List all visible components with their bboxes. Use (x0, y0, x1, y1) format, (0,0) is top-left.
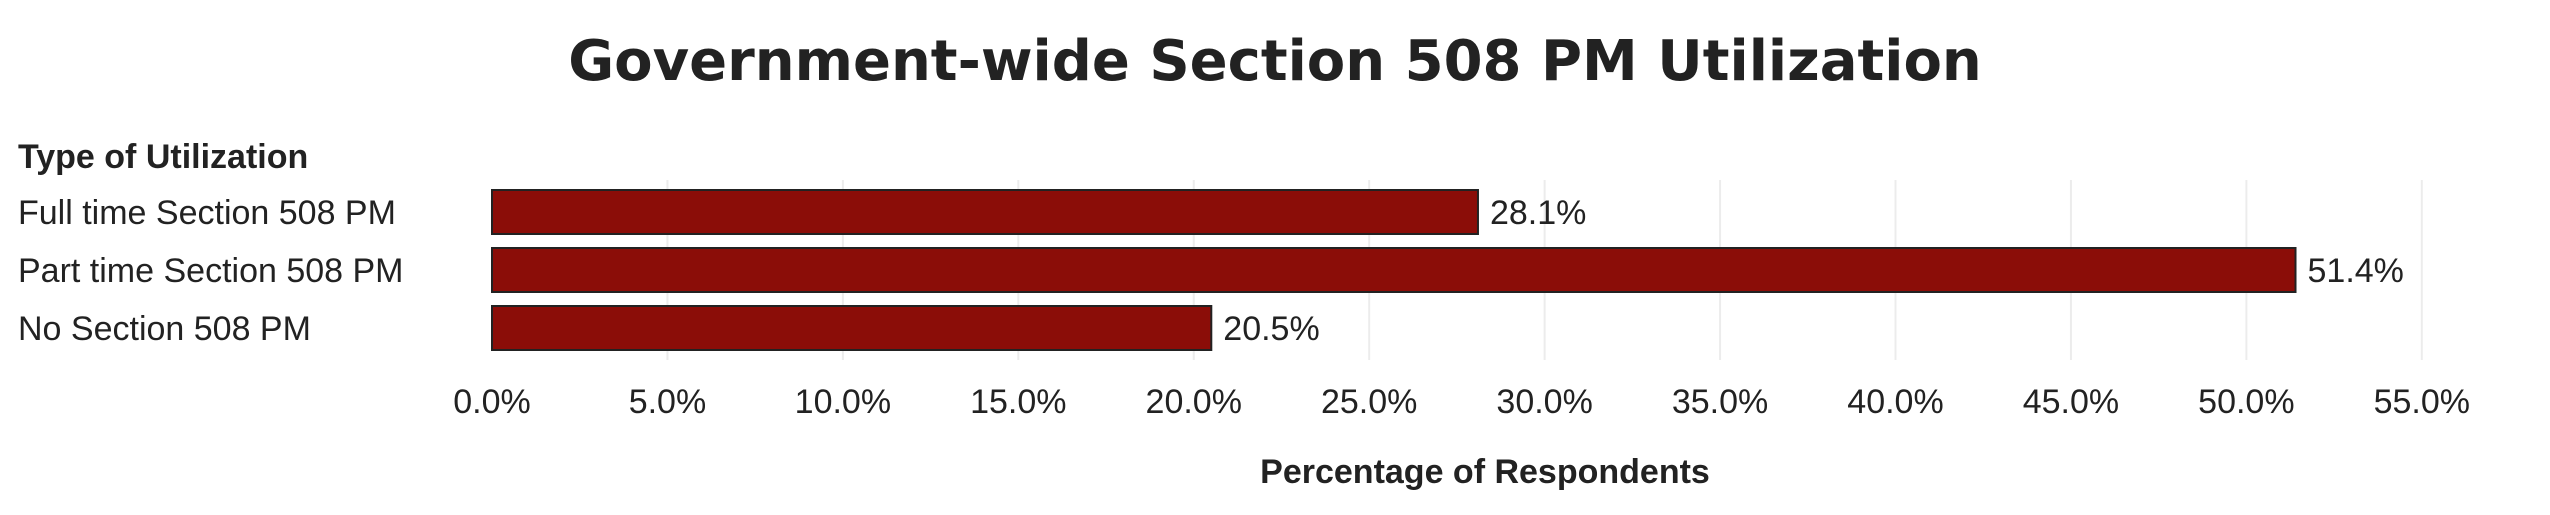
value-labels: 28.1% 51.4% 20.5% (1223, 194, 2404, 348)
category-labels: Full time Section 508 PM Part time Sectio… (18, 194, 404, 348)
category-header: Type of Utilization (18, 138, 308, 176)
x-tick-label: 45.0% (2023, 383, 2119, 421)
x-tick-label: 55.0% (2374, 383, 2470, 421)
category-label: Part time Section 508 PM (18, 252, 404, 290)
bar (491, 305, 1213, 351)
x-tick-label: 35.0% (1672, 383, 1768, 421)
data-label: 20.5% (1223, 310, 1319, 348)
x-tick-label: 50.0% (2198, 383, 2294, 421)
x-tick-label: 0.0% (453, 383, 531, 421)
x-tick-label: 15.0% (970, 383, 1066, 421)
x-tick-label: 25.0% (1321, 383, 1417, 421)
x-tick-label: 10.0% (795, 383, 891, 421)
x-tick-label: 40.0% (1847, 383, 1943, 421)
data-label: 51.4% (2308, 252, 2404, 290)
data-label: 28.1% (1490, 194, 1586, 232)
x-tick-label: 20.0% (1146, 383, 1242, 421)
x-axis-title: Percentage of Respondents (1260, 453, 1710, 491)
bars (491, 189, 2297, 351)
bar (491, 247, 2297, 293)
chart-title: Government-wide Section 508 PM Utilizati… (568, 29, 1982, 94)
x-tick-label: 30.0% (1496, 383, 1592, 421)
bar (491, 189, 1479, 235)
category-label: No Section 508 PM (18, 310, 311, 348)
x-tick-label: 5.0% (629, 383, 707, 421)
category-label: Full time Section 508 PM (18, 194, 396, 232)
x-axis-ticks: 0.0% 5.0% 10.0% 15.0% 20.0% 25.0% 30.0% 35.0% 40… (453, 383, 2470, 421)
